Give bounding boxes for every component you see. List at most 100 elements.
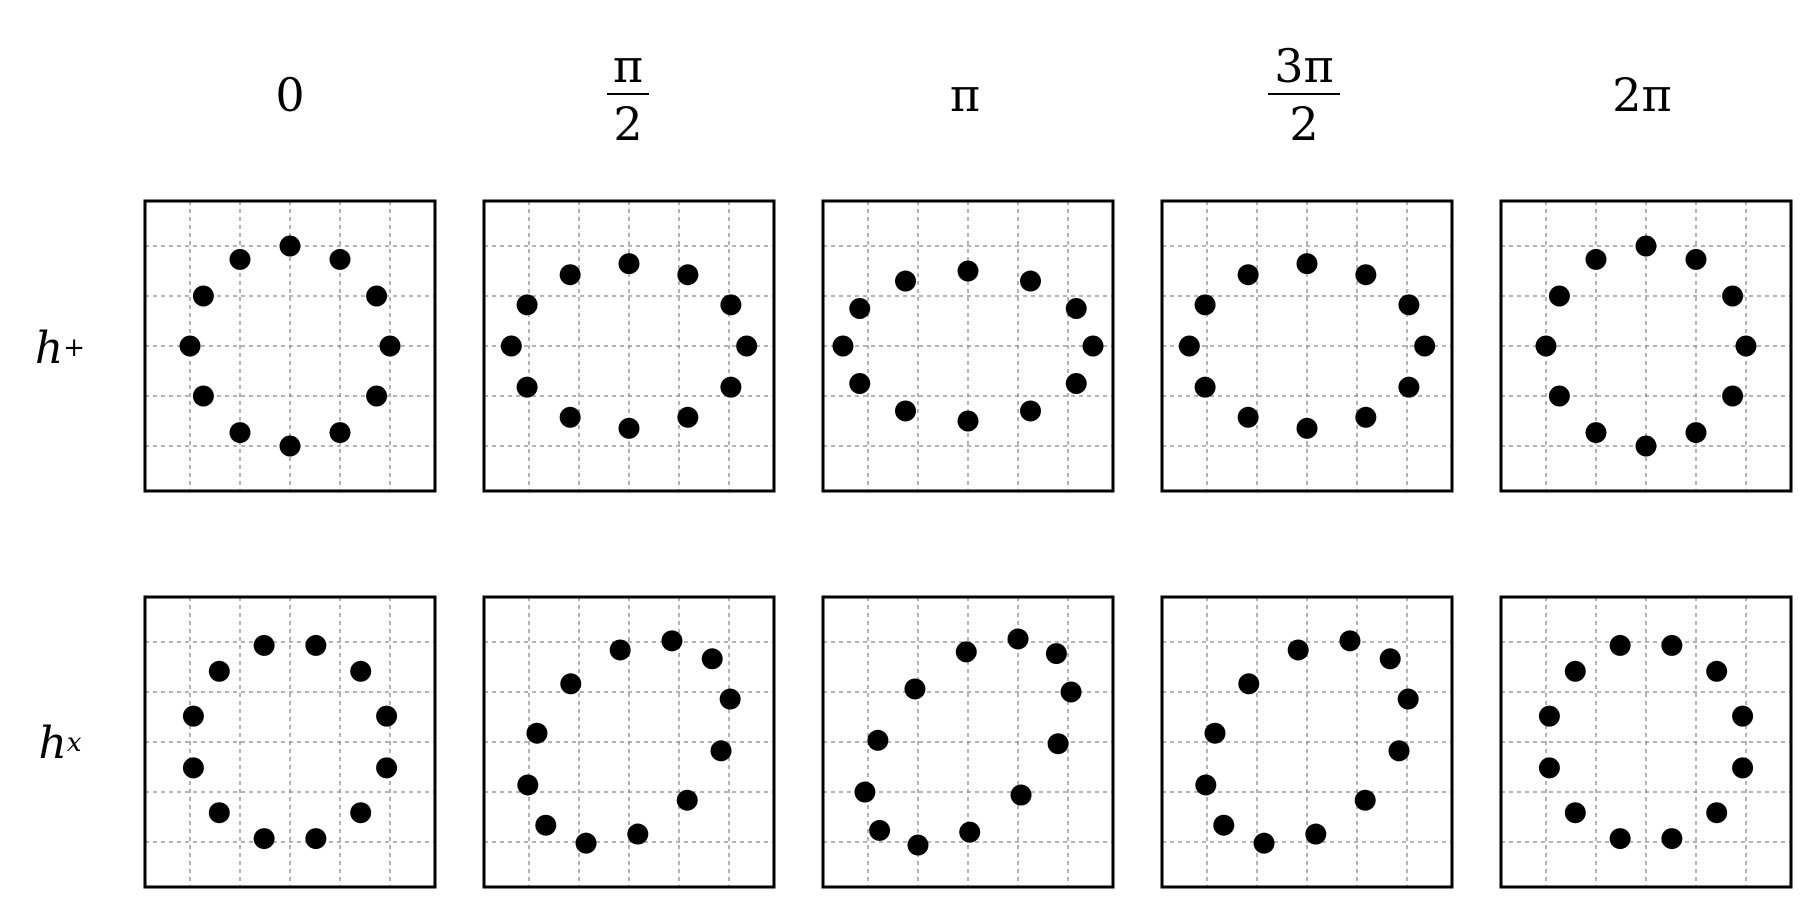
test-particle [1237, 406, 1259, 428]
panel-plus-phase-0 [143, 199, 437, 493]
row-label-h-plus: h + [20, 308, 100, 388]
test-particle [192, 285, 214, 307]
test-particle [329, 422, 351, 444]
phase-label-pi-over-2: π 2 [548, 20, 708, 170]
test-particle [710, 740, 732, 762]
test-particle [1661, 634, 1683, 656]
test-particle [1178, 335, 1200, 357]
test-particle [1585, 248, 1607, 270]
test-particle [1397, 688, 1419, 710]
test-particle [1398, 294, 1420, 316]
test-particle [535, 814, 557, 836]
row-label-subscript: + [63, 333, 86, 363]
test-particle [500, 335, 522, 357]
panel-frame [143, 595, 437, 889]
test-particle [867, 729, 889, 751]
test-particle [516, 294, 538, 316]
test-particle [1047, 733, 1069, 755]
panel-plus-phase-1 [482, 199, 776, 493]
test-particle [618, 253, 640, 275]
test-particle [1706, 660, 1728, 682]
test-particle [618, 417, 640, 439]
test-particle [526, 722, 548, 744]
test-particle [575, 832, 597, 854]
panel-plus-phase-4 [1499, 199, 1793, 493]
test-particle [517, 774, 539, 796]
test-particle [1253, 832, 1275, 854]
test-particle [192, 385, 214, 407]
test-particle [376, 757, 398, 779]
test-particle [1238, 673, 1260, 695]
test-particle [627, 823, 649, 845]
test-particle [1065, 373, 1087, 394]
test-particle [182, 757, 204, 779]
test-particle [1722, 285, 1744, 307]
test-particle [736, 335, 758, 357]
test-particle [559, 406, 581, 428]
test-particle [1548, 385, 1570, 407]
test-particle [1735, 335, 1757, 357]
test-particle [1538, 757, 1560, 779]
test-particle [957, 260, 979, 282]
test-particle [854, 781, 876, 803]
test-particle [1564, 802, 1586, 824]
panel-frame [482, 199, 776, 493]
test-particle [955, 641, 977, 663]
fraction-numerator: π [606, 43, 650, 95]
fraction-numerator: 3π [1268, 43, 1340, 95]
panel-frame [1499, 595, 1793, 889]
phase-label-pi: π [885, 20, 1045, 170]
test-particle [253, 828, 275, 850]
test-particle [1060, 681, 1082, 703]
phase-label-0-text: 0 [275, 68, 305, 122]
phase-label-2pi: 2π [1562, 20, 1722, 170]
test-particle [1398, 376, 1420, 398]
test-particle [1194, 294, 1216, 316]
test-particle [1082, 335, 1104, 357]
test-particle [895, 400, 916, 422]
panel-cross-phase-1 [482, 595, 776, 889]
row-label-subscript: x [66, 728, 82, 758]
test-particle [1379, 648, 1401, 670]
fraction-denominator: 2 [1289, 97, 1319, 151]
row-label-base: h [34, 322, 64, 374]
test-particle [229, 248, 251, 270]
test-particle [1355, 406, 1377, 428]
panel-plus-phase-2 [821, 199, 1115, 493]
test-particle [1538, 705, 1560, 727]
test-particle [1355, 264, 1377, 286]
test-particle [849, 373, 871, 394]
test-particle [1414, 335, 1436, 357]
test-particle [366, 285, 388, 307]
test-particle [661, 630, 683, 652]
test-particle [559, 264, 581, 286]
test-particle [959, 821, 981, 843]
test-particle [376, 705, 398, 727]
panel-cross-phase-3 [1160, 595, 1454, 889]
test-particle [1609, 828, 1631, 850]
phase-label-0: 0 [210, 20, 370, 170]
test-particle [1585, 422, 1607, 444]
fraction-denominator: 2 [613, 97, 643, 151]
test-particle [1388, 740, 1410, 762]
test-particle [1354, 789, 1376, 811]
test-particle [904, 678, 926, 700]
test-particle [366, 385, 388, 407]
test-particle [1535, 335, 1557, 357]
test-particle [329, 248, 351, 270]
test-particle [208, 660, 230, 682]
test-particle [279, 435, 301, 457]
test-particle [676, 789, 698, 811]
test-particle [1204, 722, 1226, 744]
test-particle [1661, 828, 1683, 850]
test-particle [720, 294, 742, 316]
test-particle [1065, 298, 1087, 319]
test-particle [1010, 784, 1032, 806]
test-particle [1305, 823, 1327, 845]
test-particle [305, 634, 327, 656]
panel-frame [821, 199, 1115, 493]
test-particle [1609, 634, 1631, 656]
test-particle [208, 802, 230, 824]
test-particle [957, 410, 979, 432]
panel-cross-phase-0 [143, 595, 437, 889]
